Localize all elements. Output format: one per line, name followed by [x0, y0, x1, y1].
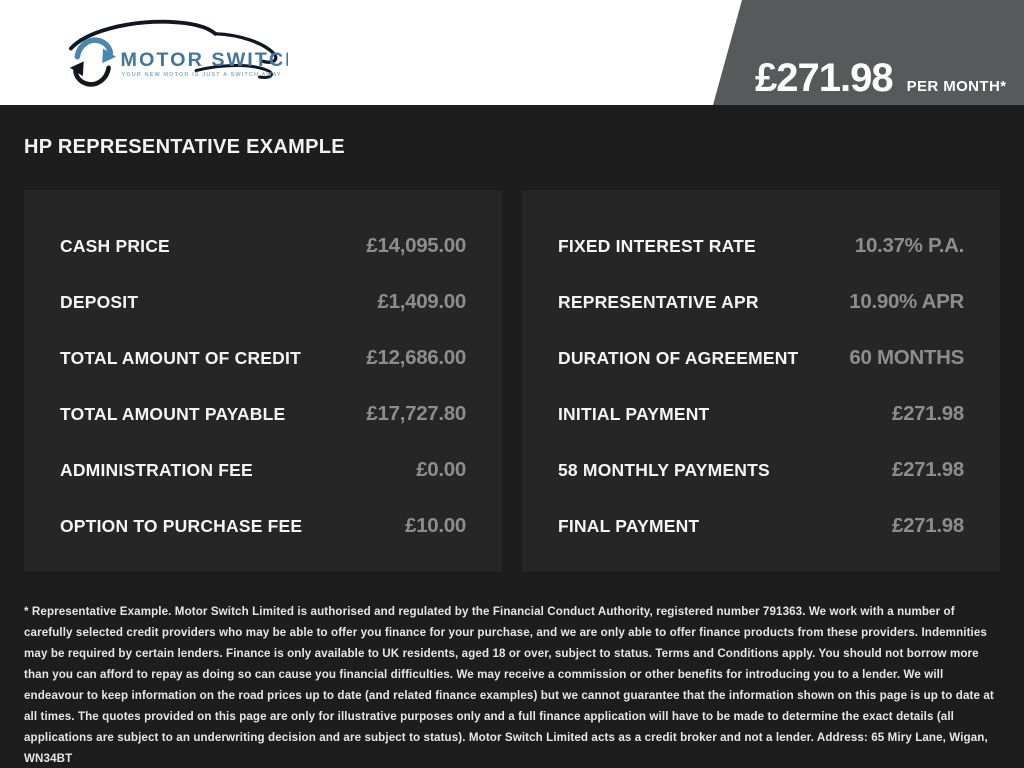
finance-label: FIXED INTEREST RATE: [558, 236, 756, 256]
finance-value: 60 MONTHS: [849, 346, 964, 369]
finance-example-section: HP REPRESENTATIVE EXAMPLE CASH PRICE £14…: [0, 105, 1024, 571]
monthly-price-amount: £271.98: [755, 56, 894, 100]
finance-label: CASH PRICE: [60, 236, 170, 256]
finance-value: £1,409.00: [377, 290, 467, 313]
finance-label: ADMINISTRATION FEE: [60, 460, 253, 480]
finance-row-cash-price: CASH PRICE £14,095.00: [60, 234, 466, 257]
finance-row-admin-fee: ADMINISTRATION FEE £0.00: [60, 458, 466, 481]
finance-row-representative-apr: REPRESENTATIVE APR 10.90% APR: [558, 290, 964, 313]
finance-row-duration: DURATION OF AGREEMENT 60 MONTHS: [558, 346, 964, 369]
finance-label: INITIAL PAYMENT: [558, 404, 710, 424]
finance-value: £271.98: [891, 402, 964, 425]
finance-row-final-payment: FINAL PAYMENT £271.98: [558, 514, 964, 537]
finance-label: DEPOSIT: [60, 292, 139, 312]
motor-switch-logo-icon: MOTOR SWITCH YOUR NEW MOTOR IS JUST A SW…: [68, 19, 299, 87]
finance-panels: CASH PRICE £14,095.00 DEPOSIT £1,409.00 …: [24, 190, 1000, 571]
page-header: MOTOR SWITCH YOUR NEW MOTOR IS JUST A SW…: [0, 0, 1024, 105]
finance-value: 10.90% APR: [849, 290, 964, 313]
finance-value: £271.98: [891, 458, 964, 481]
finance-label: TOTAL AMOUNT PAYABLE: [60, 404, 286, 424]
finance-row-option-to-purchase-fee: OPTION TO PURCHASE FEE £10.00: [60, 514, 466, 537]
finance-row-total-payable: TOTAL AMOUNT PAYABLE £17,727.80: [60, 402, 466, 425]
finance-panel-left: CASH PRICE £14,095.00 DEPOSIT £1,409.00 …: [24, 190, 502, 571]
legal-disclaimer: * Representative Example. Motor Switch L…: [24, 605, 994, 765]
monthly-price-suffix: PER MONTH*: [906, 78, 1007, 95]
monthly-price-banner: £271.98 PER MONTH*: [713, 0, 1024, 105]
finance-row-fixed-interest-rate: FIXED INTEREST RATE 10.37% P.A.: [558, 234, 964, 257]
finance-label: FINAL PAYMENT: [558, 516, 700, 536]
finance-row-monthly-payments: 58 MONTHLY PAYMENTS £271.98: [558, 458, 964, 481]
logo-tagline-text: YOUR NEW MOTOR IS JUST A SWITCH AWAY: [121, 72, 281, 78]
finance-label: DURATION OF AGREEMENT: [558, 348, 799, 368]
finance-row-deposit: DEPOSIT £1,409.00: [60, 290, 466, 313]
finance-label: REPRESENTATIVE APR: [558, 292, 759, 312]
monthly-price: £271.98 PER MONTH*: [755, 58, 1006, 98]
finance-value: £10.00: [405, 514, 466, 537]
motor-switch-logo[interactable]: MOTOR SWITCH YOUR NEW MOTOR IS JUST A SW…: [58, 14, 299, 94]
logo-brand-text: MOTOR SWITCH: [121, 49, 288, 71]
finance-panel-right: FIXED INTEREST RATE 10.37% P.A. REPRESEN…: [522, 190, 1000, 571]
finance-value: £17,727.80: [366, 402, 466, 425]
finance-row-initial-payment: INITIAL PAYMENT £271.98: [558, 402, 964, 425]
finance-value: £14,095.00: [366, 234, 466, 257]
finance-label: TOTAL AMOUNT OF CREDIT: [60, 348, 301, 368]
section-title: HP REPRESENTATIVE EXAMPLE: [24, 136, 345, 158]
finance-label: OPTION TO PURCHASE FEE: [60, 516, 303, 536]
finance-label: 58 MONTHLY PAYMENTS: [558, 460, 770, 480]
finance-row-total-credit: TOTAL AMOUNT OF CREDIT £12,686.00: [60, 346, 466, 369]
finance-value: £0.00: [416, 458, 466, 481]
finance-value: £12,686.00: [366, 346, 466, 369]
finance-value: £271.98: [891, 514, 964, 537]
finance-value: 10.37% P.A.: [854, 234, 964, 257]
